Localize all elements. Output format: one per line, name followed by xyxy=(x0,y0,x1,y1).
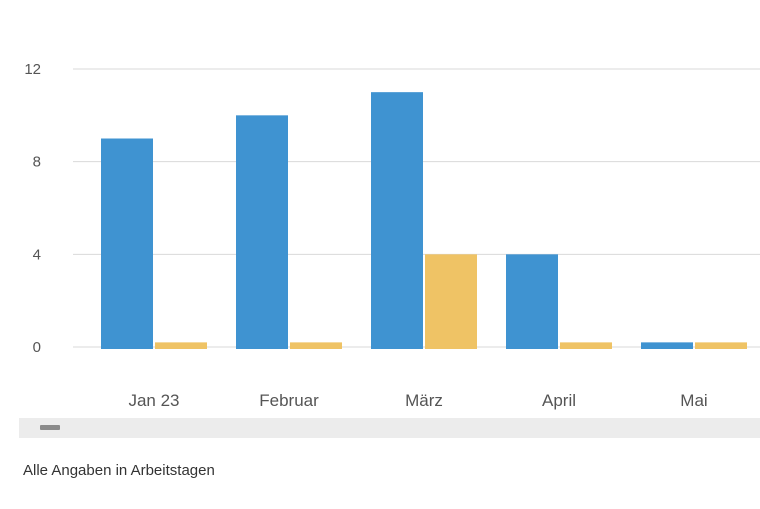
y-tick-label: 0 xyxy=(33,339,41,356)
chart-area: 0 4 8 12 Jan 23 Februar März April Mai xyxy=(24,61,760,410)
bar xyxy=(506,254,558,349)
bar xyxy=(101,138,153,349)
bar xyxy=(560,342,612,349)
footnote: Alle Angaben in Arbeitstagen xyxy=(23,462,215,479)
y-tick-label: 4 xyxy=(33,246,41,263)
x-tick-label: April xyxy=(542,391,576,410)
bar xyxy=(155,342,207,349)
y-tick-label: 8 xyxy=(33,154,41,171)
bar-chart: 0 4 8 12 Jan 23 Februar März April Mai xyxy=(24,61,760,410)
bar xyxy=(371,92,423,350)
x-tick-label: Mai xyxy=(680,391,707,410)
x-tick-label: März xyxy=(405,391,443,410)
x-tick-label: Februar xyxy=(259,391,319,410)
scrollbar-thumb[interactable] xyxy=(40,425,60,430)
bar xyxy=(641,342,693,349)
x-tick-label: Jan 23 xyxy=(128,391,179,410)
bar xyxy=(425,254,477,349)
horizontal-scrollbar[interactable] xyxy=(19,418,760,438)
y-tick-label: 12 xyxy=(24,61,41,78)
bar xyxy=(290,342,342,349)
bar xyxy=(236,115,288,349)
bar xyxy=(695,342,747,349)
